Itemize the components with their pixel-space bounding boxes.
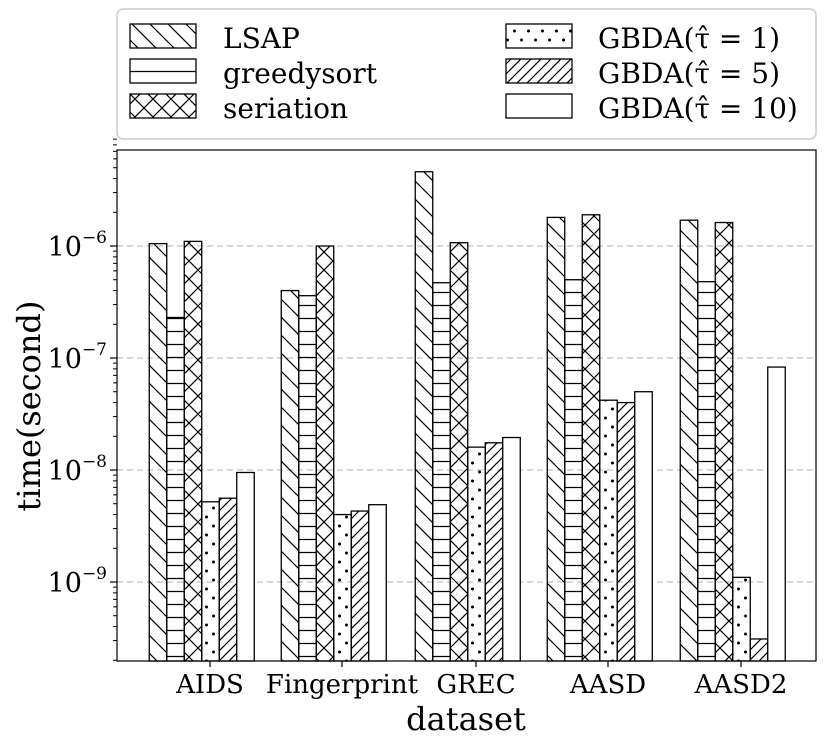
bar — [564, 279, 583, 662]
y-axis: 10−9 10−8 10−7 10−6 — [48, 138, 117, 661]
legend-item: GBDA(τ̂ = 10) — [505, 92, 798, 125]
legend-item: LSAP — [129, 22, 300, 55]
legend-item: GBDA(τ̂ = 1) — [505, 22, 780, 55]
legend-label: seriation — [223, 92, 348, 125]
bar — [414, 171, 434, 662]
bar — [298, 295, 317, 662]
y-tick-label: 10−9 — [48, 564, 107, 599]
legend-swatch — [129, 93, 197, 119]
bar — [166, 316, 185, 662]
bars — [148, 171, 786, 662]
bar — [368, 504, 387, 662]
bar — [333, 513, 352, 662]
y-tick-label: 10−8 — [48, 452, 107, 487]
legend-swatch — [505, 58, 573, 84]
legend-swatch — [505, 93, 573, 119]
legend-label: GBDA(τ̂ = 1) — [598, 22, 780, 55]
legend-label: LSAP — [223, 22, 300, 55]
x-tick-label: AASD2 — [694, 670, 788, 700]
bar — [749, 638, 769, 662]
bar — [714, 221, 734, 662]
x-tick-label: AASD — [569, 670, 646, 700]
legend-swatch — [129, 58, 197, 84]
legend-label: greedysort — [223, 57, 378, 90]
y-tick-label: 10−7 — [48, 340, 107, 375]
x-tick-label: Fingerprint — [266, 670, 419, 700]
bar — [634, 391, 653, 662]
bar — [350, 510, 370, 662]
bar — [183, 240, 203, 662]
legend-item: greedysort — [129, 57, 378, 90]
bar — [599, 399, 618, 662]
bar — [201, 501, 220, 662]
bar — [581, 214, 601, 662]
legend-label: GBDA(τ̂ = 5) — [598, 57, 780, 90]
bar — [546, 216, 566, 662]
bar — [679, 219, 699, 662]
bar — [315, 245, 335, 662]
plot-frame — [116, 149, 817, 662]
x-tick-label: GREC — [436, 670, 515, 700]
bar — [767, 366, 786, 662]
bar — [449, 242, 469, 662]
bar — [467, 446, 486, 662]
bar — [616, 401, 636, 662]
legend-item: GBDA(τ̂ = 5) — [505, 57, 780, 90]
x-axis: AIDS Fingerprint GREC AASD AASD2 — [175, 661, 787, 700]
legend-swatch — [505, 23, 573, 49]
bar — [280, 289, 300, 662]
bar — [218, 497, 238, 662]
bar — [432, 282, 451, 662]
x-axis-label: dataset — [406, 700, 526, 738]
bar — [484, 442, 504, 662]
bar — [697, 281, 716, 662]
bar — [148, 242, 168, 662]
bar — [732, 576, 751, 662]
legend-swatch — [129, 23, 197, 49]
legend-label: GBDA(τ̂ = 10) — [598, 92, 798, 125]
y-tick-label: 10−6 — [48, 228, 107, 263]
bar — [236, 471, 255, 662]
y-axis-label: time(second) — [10, 301, 48, 512]
bar — [502, 436, 521, 662]
legend-item: seriation — [129, 92, 348, 125]
legend-frame — [116, 8, 817, 140]
x-tick-label: AIDS — [175, 670, 244, 700]
